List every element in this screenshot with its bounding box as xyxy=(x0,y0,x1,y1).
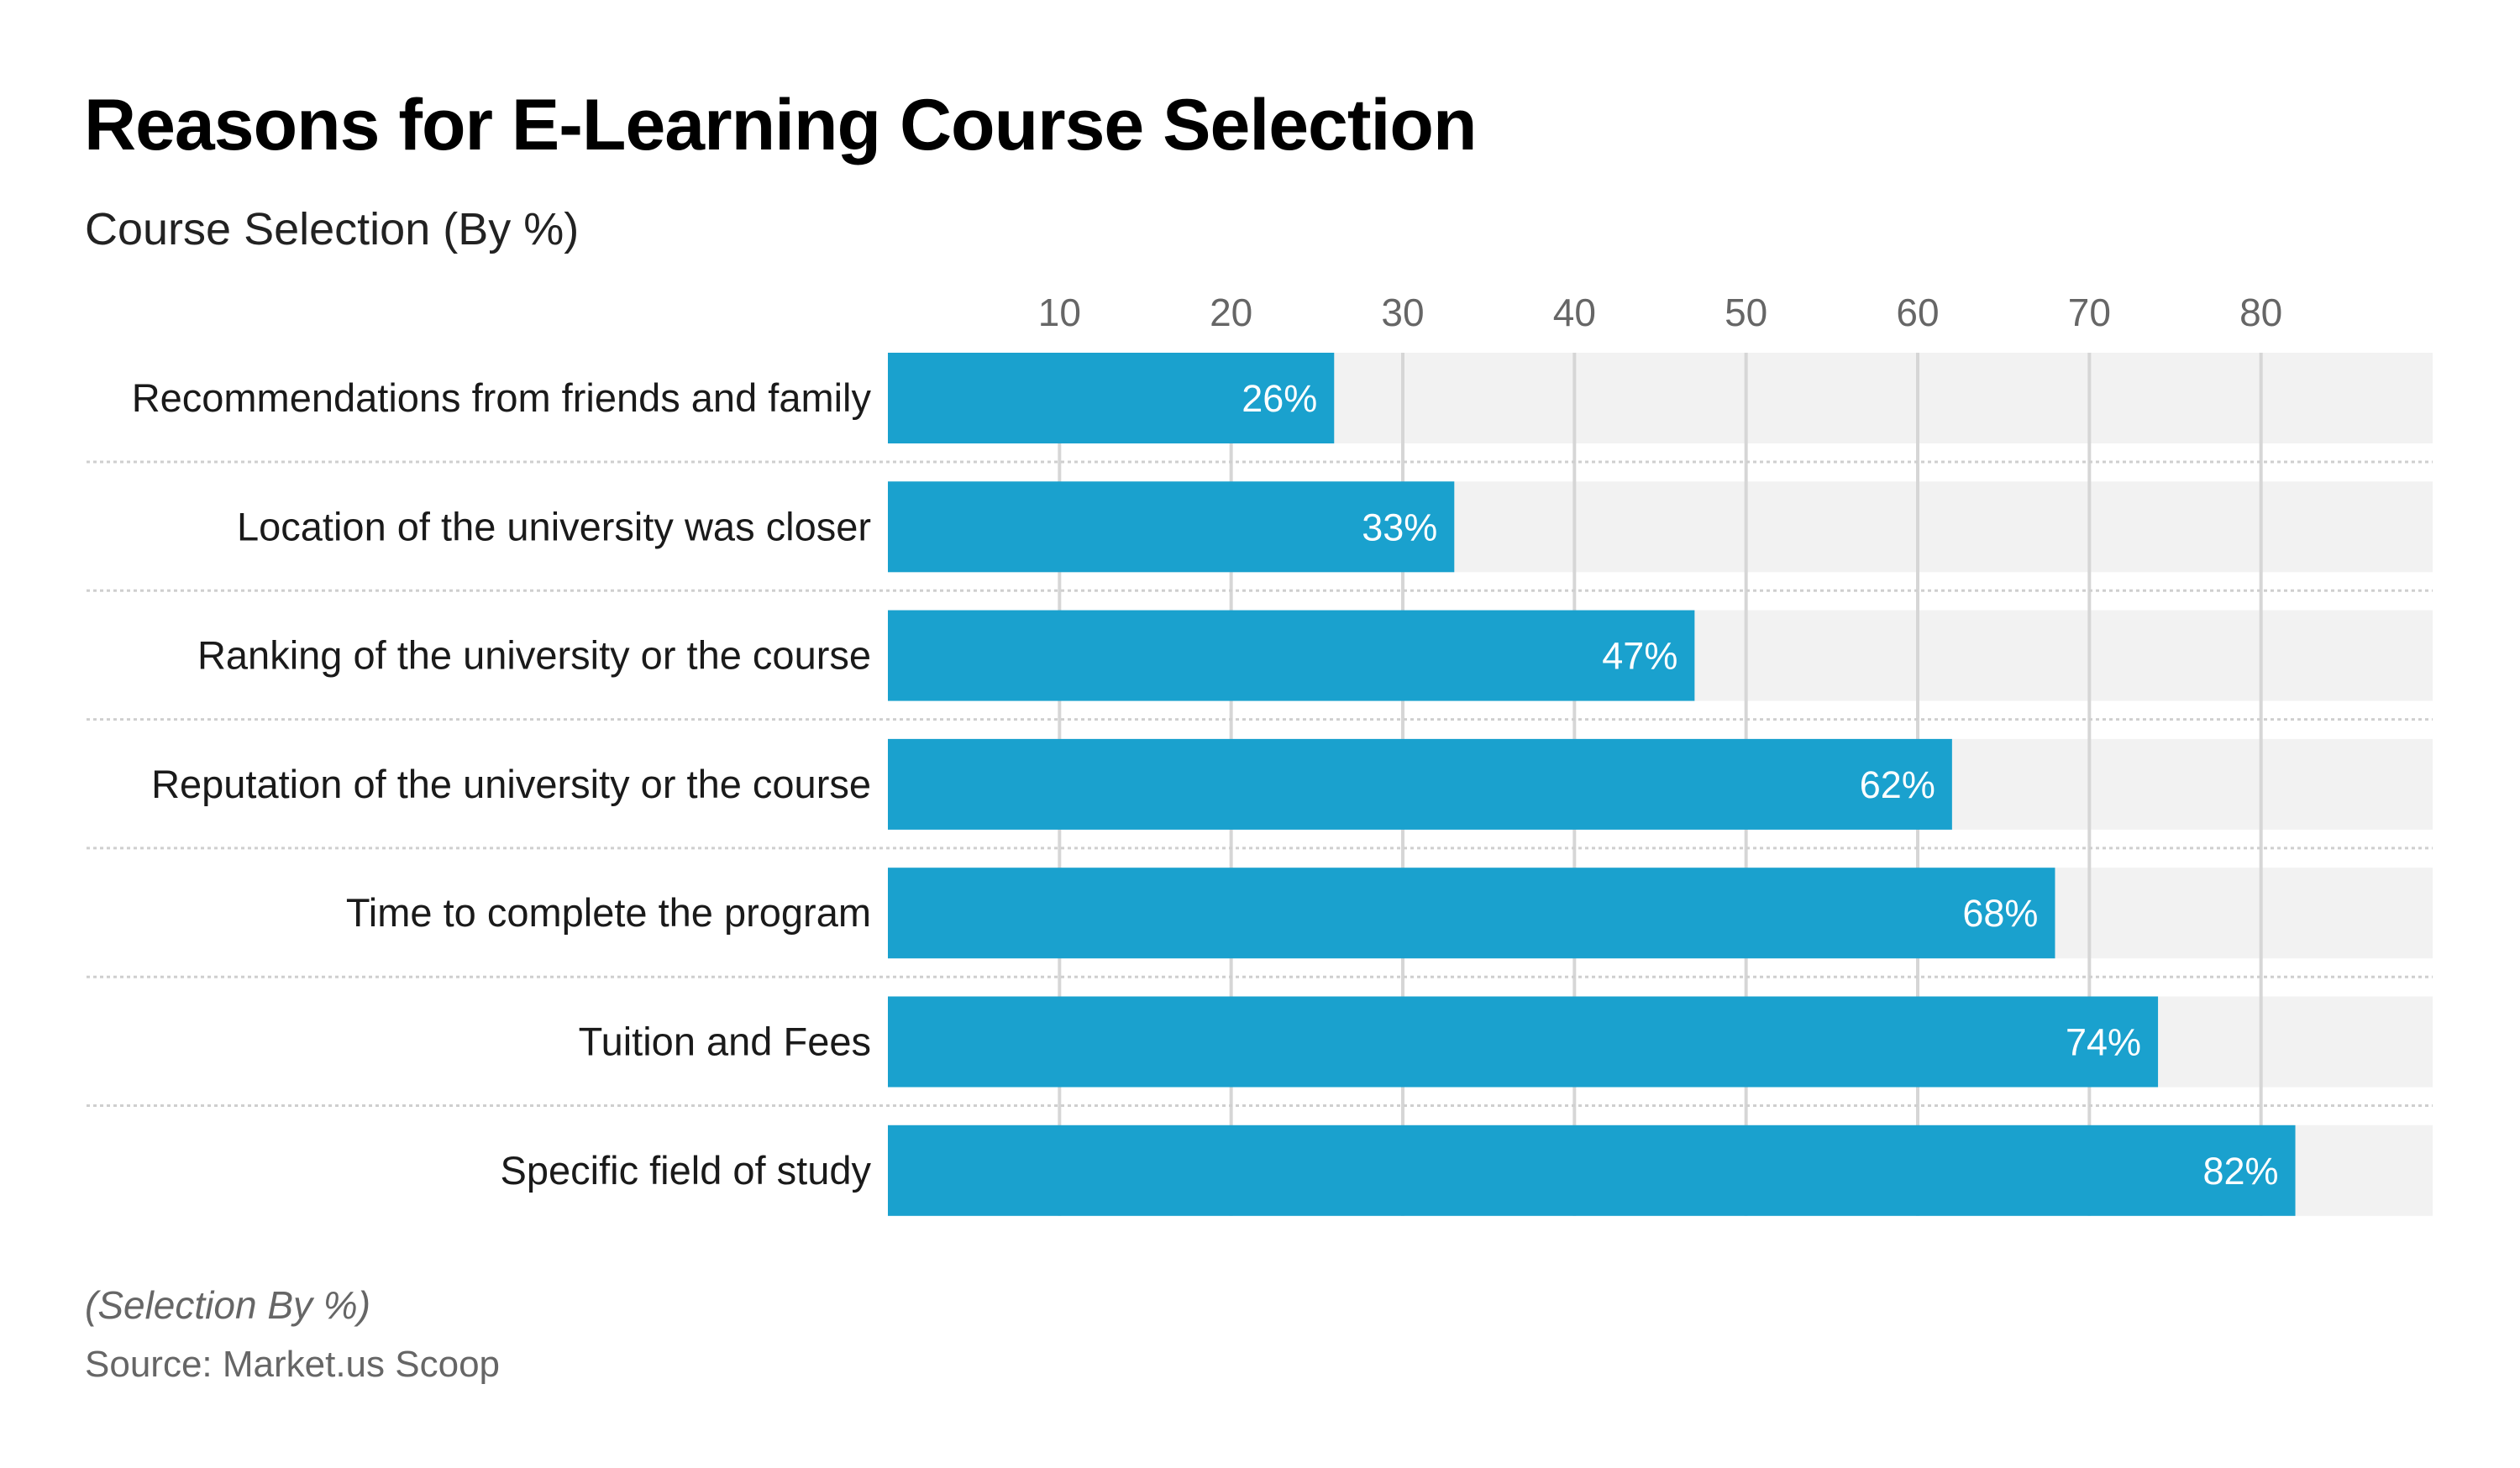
category-label: Ranking of the university or the course xyxy=(197,633,871,678)
x-tick-label: 30 xyxy=(1381,291,1424,334)
x-tick-label: 10 xyxy=(1038,291,1081,334)
value-labels: 26% 33% 47% 62% 68% 74% 82% xyxy=(1242,377,2278,1193)
bar xyxy=(888,868,2055,959)
value-label: 33% xyxy=(1362,506,1437,548)
x-axis-ticks: 10 20 30 40 50 60 70 80 xyxy=(1038,291,2283,334)
chart-source: Source: Market.us Scoop xyxy=(85,1344,501,1385)
value-label: 68% xyxy=(1962,892,2038,935)
value-label: 62% xyxy=(1860,763,1935,806)
category-label: Recommendations from friends and family xyxy=(132,375,872,420)
chart-subtitle: Course Selection (By %) xyxy=(85,204,580,254)
category-label: Specific field of study xyxy=(501,1148,872,1193)
category-label: Time to complete the program xyxy=(346,890,871,935)
value-label: 82% xyxy=(2202,1150,2278,1193)
value-label: 26% xyxy=(1242,377,1317,420)
category-label: Reputation of the university or the cour… xyxy=(151,762,871,806)
row-separators xyxy=(87,460,2433,1107)
bars xyxy=(888,353,2296,1216)
chart-note: (Selection By %) xyxy=(85,1283,371,1327)
x-tick-label: 70 xyxy=(2068,291,2111,334)
chart-title: Reasons for E-Learning Course Selection xyxy=(84,85,1477,165)
bar xyxy=(888,996,2159,1088)
value-label: 47% xyxy=(1602,635,1677,678)
bar xyxy=(888,1125,2296,1216)
category-labels: Recommendations from friends and family L… xyxy=(132,375,872,1193)
bar xyxy=(888,738,1952,830)
bar xyxy=(888,353,1335,443)
x-tick-label: 60 xyxy=(1896,291,1939,334)
bar xyxy=(888,481,1455,573)
value-label: 74% xyxy=(2066,1021,2141,1064)
category-label: Location of the university was closer xyxy=(237,504,871,548)
x-tick-label: 20 xyxy=(1210,291,1252,334)
x-tick-label: 40 xyxy=(1553,291,1596,334)
category-label: Tuition and Fees xyxy=(579,1020,871,1064)
bar xyxy=(888,610,1695,701)
x-tick-label: 80 xyxy=(2239,291,2282,334)
x-tick-label: 50 xyxy=(1725,291,1767,334)
